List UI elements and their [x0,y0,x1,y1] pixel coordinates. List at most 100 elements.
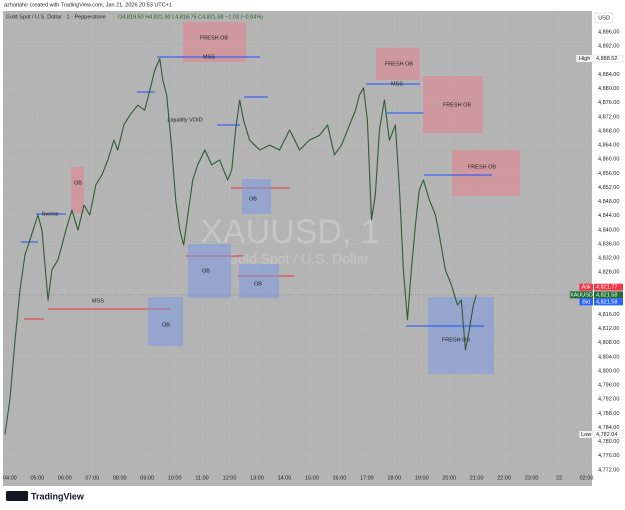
x-tick-label: 16:00 [332,475,346,481]
annotation: OB [202,268,210,274]
x-tick-label: 12:00 [223,475,237,481]
symbol-title: Gold Spot / U.S. Dollar · 1 · Pepperston… [6,14,106,20]
marker-value: 4,821.58 [596,292,617,298]
zone-box [428,297,494,374]
y-tick-label: 4,804.00 [598,354,619,360]
credit: azharlahir created with TradingView.com,… [4,2,172,8]
y-tick-label: 4,852.00 [598,185,619,191]
marker-name-bg [579,283,593,291]
x-tick-label: 22 [556,475,562,481]
plot-bg [3,11,592,486]
annotation: FRESH OB [200,35,228,41]
zone-box [452,150,520,196]
zone-box [188,244,231,298]
annotation: MSS [391,81,403,87]
y-tick-label: 4,772.00 [598,467,619,473]
y-tick-label: 4,836.00 [598,241,619,247]
y-tick-label: 4,840.00 [598,227,619,233]
marker-name: Ask [582,285,591,291]
y-tick-label: 4,784.00 [598,425,619,431]
y-tick-label: 4,880.00 [598,86,619,92]
marker-name-bg [576,55,593,63]
annotation: OB [254,281,262,287]
y-tick-label: 4,828.00 [598,270,619,276]
y-tick-label: 4,868.00 [598,128,619,134]
marker-name-bg [569,291,593,299]
currency-button[interactable] [594,12,614,24]
marker-value: 4,821.77 [596,285,617,291]
annotation: FRESH OB [443,102,471,108]
marker-value-bg [593,430,624,439]
x-tick-label: 22:00 [497,475,511,481]
marker-name: High [579,56,590,62]
x-tick-label: 15:00 [305,475,319,481]
y-tick-label: 4,856.00 [598,171,619,177]
y-tick-label: 4,800.00 [598,368,619,374]
annotation: FRESH OB [385,61,413,67]
y-tick-label: 4,788.00 [598,411,619,417]
y-tick-label: 4,796.00 [598,383,619,389]
marker-name: XAUUSD [570,292,593,298]
marker-name-bg [579,298,593,306]
x-tick-label: 20:00 [442,475,456,481]
marker-value-bg [594,283,623,291]
annotation: Sweep [42,211,59,217]
y-tick-label: 4,872.00 [598,114,619,120]
price-scale-bg [593,11,625,486]
marker-value-bg [593,54,624,63]
marker-value-bg [594,291,623,299]
marker-value: 4,888.52 [596,56,617,62]
zone-box [376,48,420,80]
x-tick-label: 13:00 [250,475,264,481]
annotation: FRESH OB [442,337,470,343]
ohlc: O4,819.50 H4,821.90 L4,818.75 C4,821.58 … [118,14,263,20]
marker-name-bg [579,430,593,438]
annotation: FRESH OB [468,164,496,170]
x-tick-label: 07:00 [85,475,99,481]
x-tick-label: 02:00 [580,475,594,481]
zone-box [423,76,483,133]
y-tick-label: 4,812.00 [598,326,619,332]
y-tick-label: 4,864.00 [598,143,619,149]
annotation: Liquidity VOID [167,117,202,123]
marker-value-bg [594,298,623,306]
x-tick-label: 14:00 [278,475,292,481]
marker-name: Low [581,432,591,438]
watermark-subtitle: Gold Spot / U.S. Dollar [227,251,369,267]
zone-box [239,264,279,298]
x-tick-label: 23:00 [525,475,539,481]
y-tick-label: 4,860.00 [598,157,619,163]
marker-name: Bid [582,299,590,305]
x-tick-label: 06:00 [58,475,72,481]
zone-box [71,167,84,213]
currency[interactable]: USD [598,15,610,21]
y-tick-label: 4,896.00 [598,30,619,36]
annotation: OB [162,322,170,328]
x-tick-label: 19:00 [415,475,429,481]
y-tick-label: 4,892.00 [598,44,619,50]
x-tick-label: 04:00 [3,475,17,481]
y-tick-label: 4,844.00 [598,213,619,219]
x-tick-label: 17:00 [360,475,374,481]
y-tick-label: 4,780.00 [598,439,619,445]
x-tick-label: 10:00 [168,475,182,481]
zone-box [148,297,183,346]
marker-value: 4,782.04 [596,432,617,438]
zone-box [242,179,271,214]
x-tick-label: 08:00 [113,475,127,481]
annotation: MSS [203,54,215,60]
y-tick-label: 4,816.00 [598,312,619,318]
footer: TradingView [31,491,85,501]
x-tick-label: 05:00 [30,475,44,481]
y-tick-label: 4,876.00 [598,100,619,106]
y-tick-label: 4,792.00 [598,397,619,403]
x-tick-label: 18:00 [387,475,401,481]
annotation: MSS [92,298,104,304]
x-tick-label: 21:00 [470,475,484,481]
annotation: OB [249,196,257,202]
y-tick-label: 4,884.00 [598,72,619,78]
y-tick-label: 4,848.00 [598,199,619,205]
y-tick-label: 4,808.00 [598,340,619,346]
price-line [4,58,477,435]
